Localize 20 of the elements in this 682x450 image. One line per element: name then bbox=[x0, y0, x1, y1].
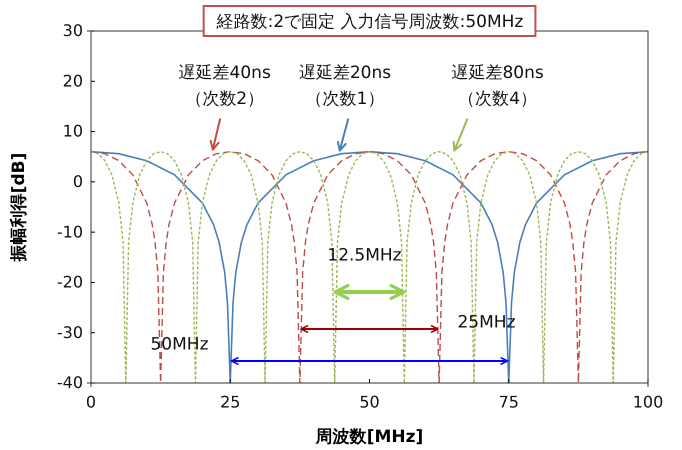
y-tick-label: -20 bbox=[56, 272, 83, 292]
x-tick-label: 50 bbox=[359, 392, 380, 412]
y-tick-label: -30 bbox=[56, 322, 83, 342]
chart-title: 経路数:2で固定 入力信号周波数:50MHz bbox=[216, 12, 524, 32]
x-tick-label: 75 bbox=[498, 392, 519, 412]
y-tick-label: 20 bbox=[62, 71, 83, 90]
x-tick-label: 25 bbox=[220, 392, 240, 412]
y-tick-label: -40 bbox=[56, 373, 83, 392]
text: 遅延差20ns（次数1） bbox=[298, 63, 392, 109]
y-tick-label: 30 bbox=[62, 21, 83, 40]
y-tick-label: 10 bbox=[62, 122, 83, 141]
y-tick-label: -10 bbox=[56, 222, 83, 242]
y-axis-title: 振幅利得[dB] bbox=[9, 152, 29, 262]
text: 遅延差80ns（次数4） bbox=[451, 63, 544, 109]
text: 遅延差40ns（次数2） bbox=[178, 63, 271, 109]
y-tick-label: 0 bbox=[72, 172, 83, 191]
x-axis-title: 周波数[MHz] bbox=[314, 427, 424, 447]
line-series bbox=[91, 150, 648, 383]
x-tick-label: 0 bbox=[86, 392, 96, 412]
x-tick-label: 100 bbox=[632, 392, 664, 412]
